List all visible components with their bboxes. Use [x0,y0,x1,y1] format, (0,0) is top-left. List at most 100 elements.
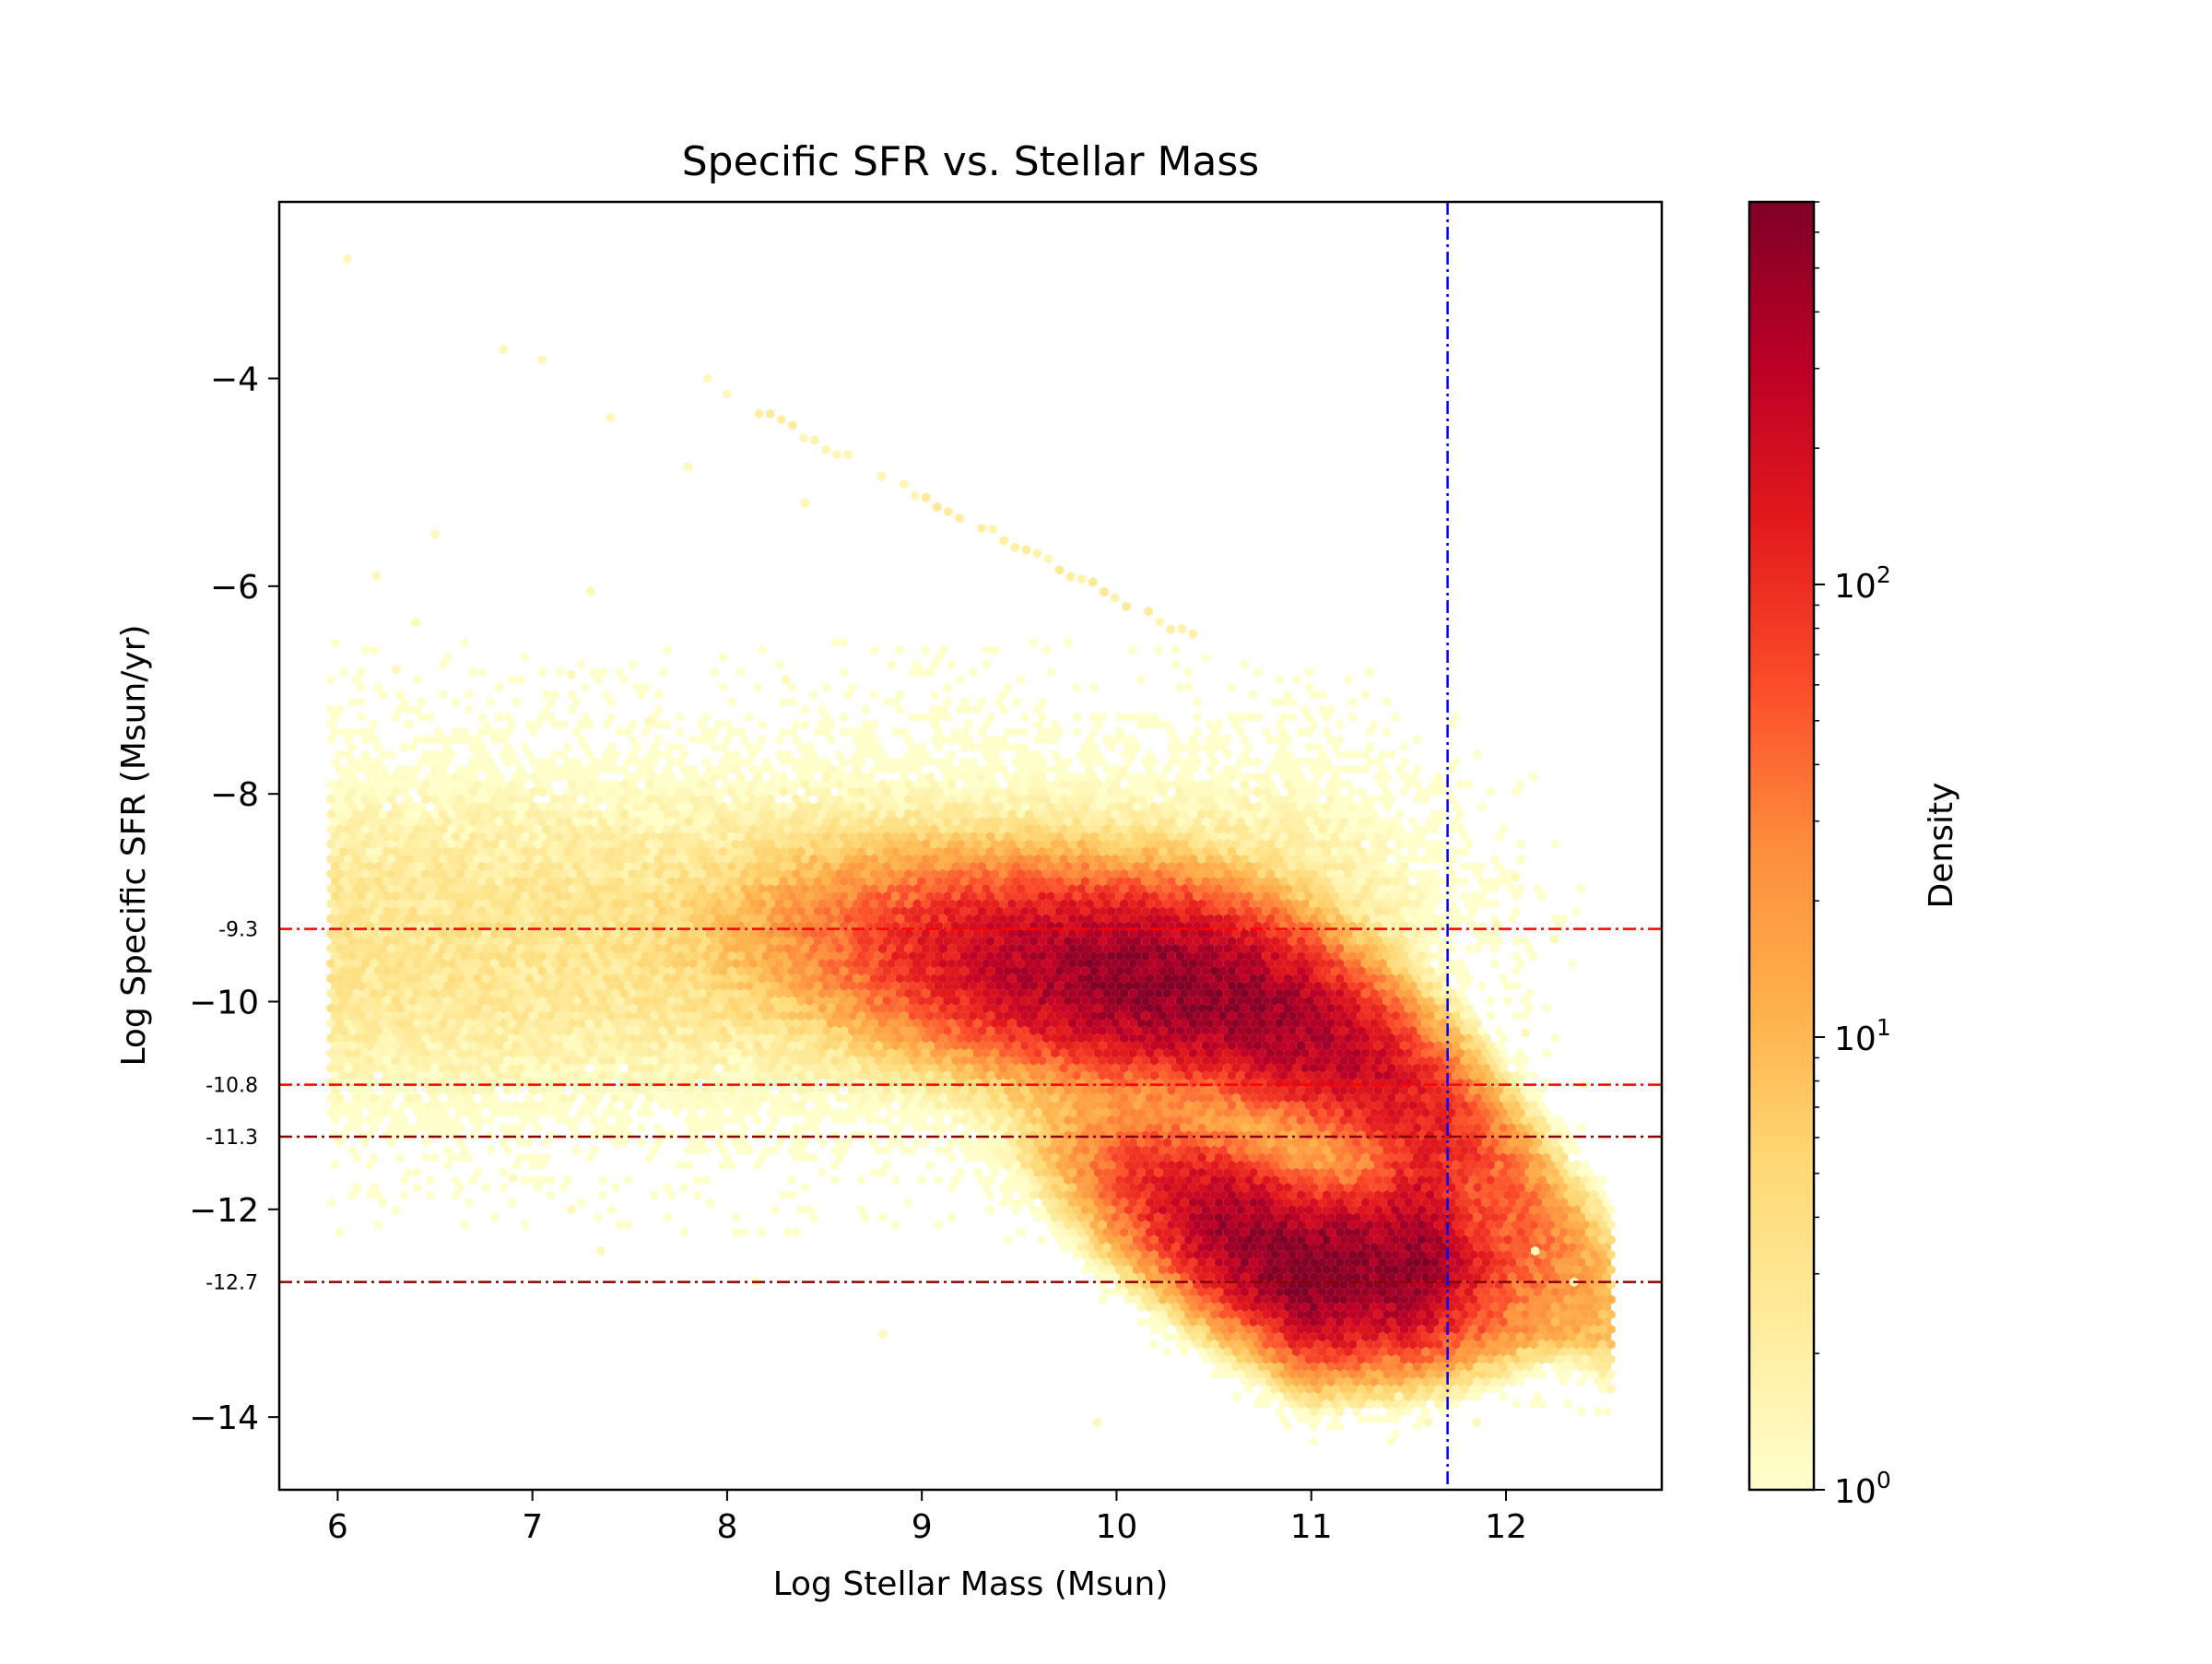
hexbin-cell [399,816,409,827]
hexbin-cell [1305,667,1314,678]
hexbin-cell [606,741,616,752]
hexbin-cell [1305,757,1314,767]
hexbin-cell [1335,734,1345,745]
hexbin-cell [490,824,500,834]
hexbin-cell [800,719,810,730]
hexbin-cell [891,757,900,767]
hexbin-cell [1029,816,1039,827]
hexbin-cell [856,757,865,767]
hexbin-cell [792,764,801,774]
hexbin-cell [830,801,840,812]
hexbin-cell [735,667,746,678]
hexbin-cell [1344,764,1353,774]
hexbin-cell [1167,816,1176,827]
hexbin-cell [701,801,711,812]
hexbin-cell [1184,667,1194,678]
hexbin-cell [481,764,491,774]
hexbin-cell [1322,712,1332,723]
hexbin-cell [947,764,957,774]
hexbin-cell [417,697,426,708]
hexbin-cell [1378,794,1387,805]
hexbin-cell [1404,779,1413,790]
hexbin-cell [344,808,353,820]
hexbin-cell [653,719,664,730]
hexbin-cell [507,719,517,730]
hexbin-cell [1279,801,1288,812]
hexbin-cell [1344,794,1353,805]
hexbin-cell [637,808,646,820]
hexbin-cell [1041,808,1052,820]
hexbin-cell [404,719,413,730]
hexbin-cell [1149,712,1159,723]
hexbin-cell [559,794,569,805]
hexbin-cell [1089,741,1099,752]
hexbin-cell [986,741,995,752]
hexbin-cell [719,757,728,767]
hexbin-cell [943,816,952,827]
hexbin-cell [1038,726,1047,738]
hexbin-cell [585,764,594,774]
hexbin-cell [386,794,396,805]
hexbin-cell [1072,816,1081,827]
hexbin-cell [326,808,335,820]
hexbin-cell [1020,801,1030,812]
hexbin-cell [1218,786,1228,797]
hexbin-cell [1214,808,1224,820]
hexbin-cell [900,772,909,783]
hexbin-cell [1309,779,1318,790]
hexbin-cell [1236,816,1245,827]
hexbin-cell [344,749,353,760]
hexbin-cell [533,764,543,774]
hexbin-cell [839,816,849,827]
hexbin-cell [632,757,641,767]
hexbin-cell [745,786,754,797]
hexbin-cell [826,719,836,730]
hexbin-cell [1236,757,1245,767]
hexbin-cell [1111,808,1120,820]
hexbin-cell [1296,786,1305,797]
hexbin-cell [399,801,409,812]
hexbin-cell [1012,726,1021,738]
hexbin-cell [925,667,935,678]
hexbin-cell [947,734,957,745]
hexbin-cell [386,824,396,834]
hexbin-cell [637,824,646,834]
hexbin-cell [326,824,335,834]
hexbin-cell [1352,764,1361,774]
hexbin-cell [671,794,680,805]
hexbin-cell [1218,741,1228,752]
hexbin-cell [1193,726,1202,738]
hexbin-cell [486,726,495,738]
hexbin-cell [779,726,788,738]
hexbin-cell [486,816,495,827]
hexbin-cell [766,808,775,820]
hexbin-cell [779,816,788,827]
hexbin-cell [499,779,508,790]
hexbin-cell [869,690,878,700]
hexbin-cell [1016,824,1025,834]
hexbin-cell [1335,749,1345,760]
hexbin-cell [839,757,849,767]
hexbin-cell [766,824,775,834]
hexbin-cell [1193,757,1202,767]
hexbin-cell [787,682,797,692]
hexbin-cell [1270,801,1279,812]
hexbin-cell [347,772,358,783]
hexbin-cell [796,772,806,783]
hexbin-cell [1133,772,1142,783]
hexbin-cell [900,786,909,797]
hexbin-cell [982,644,991,655]
hexbin-cell [1016,794,1025,805]
hexbin-cell [473,779,482,790]
hexbin-cell [434,772,443,783]
hexbin-cell [727,786,736,797]
hexbin-cell [1360,764,1371,774]
hexbin-cell [494,786,504,797]
hexbin-cell [676,726,685,738]
hexbin-cell [1253,712,1263,723]
hexbin-cell [1227,801,1237,812]
hexbin-cell [589,801,599,812]
hexbin-cell [1347,801,1358,812]
hexbin-cell [413,824,422,834]
hexbin-cell [779,697,788,708]
